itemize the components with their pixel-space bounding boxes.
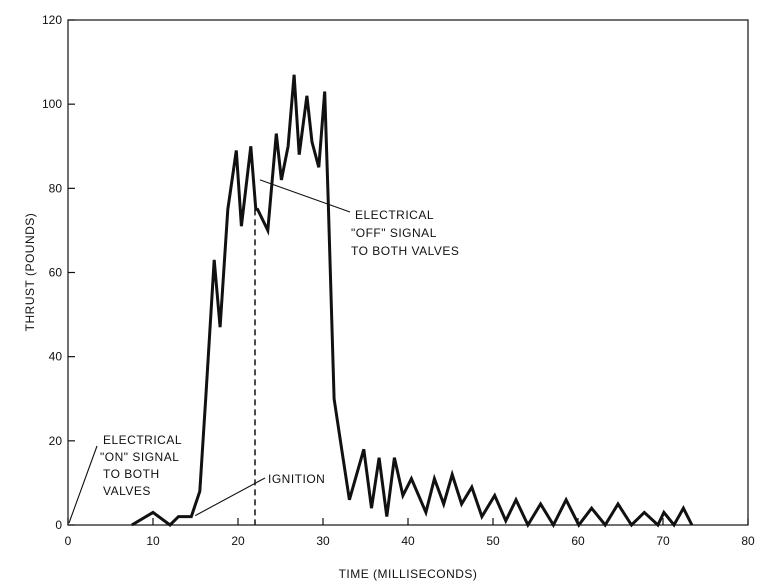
x-tick-label: 60 (571, 534, 585, 548)
x-axis-ticks: 0 10 20 30 40 50 60 70 80 (65, 518, 755, 548)
ignition-annotation: IGNITION (268, 472, 325, 486)
y-axis-label: THRUST (POUNDS) (23, 213, 37, 332)
on-signal-line-1: ELECTRICAL (103, 433, 182, 447)
y-tick-label: 0 (55, 518, 62, 532)
x-tick-label: 0 (65, 534, 72, 548)
y-tick-label: 40 (49, 350, 63, 364)
on-signal-line-3: TO BOTH (103, 467, 160, 481)
off-signal-line-2: "OFF" SIGNAL (351, 226, 437, 240)
y-tick-label: 80 (49, 181, 63, 195)
x-tick-label: 50 (486, 534, 500, 548)
on-signal-leader-line (68, 445, 98, 524)
off-signal-line-3: TO BOTH VALVES (351, 244, 459, 258)
off-signal-annotation: ELECTRICAL "OFF" SIGNAL TO BOTH VALVES (351, 208, 459, 258)
y-tick-label: 120 (42, 13, 62, 27)
x-tick-label: 40 (401, 534, 415, 548)
thrust-series-line (131, 74, 694, 529)
x-tick-label: 20 (231, 534, 245, 548)
x-tick-label: 70 (656, 534, 670, 548)
y-axis-ticks: 0 20 40 60 80 100 120 (42, 13, 75, 532)
on-signal-line-4: VALVES (103, 484, 151, 498)
ignition-leader-line (194, 477, 266, 517)
x-tick-label: 10 (146, 534, 160, 548)
off-signal-line-1: ELECTRICAL (355, 208, 434, 222)
x-axis-label: TIME (MILLISECONDS) (339, 567, 478, 581)
on-signal-annotation: ELECTRICAL "ON" SIGNAL TO BOTH VALVES (100, 433, 185, 498)
on-signal-line-2: "ON" SIGNAL (100, 450, 179, 464)
y-tick-label: 60 (49, 266, 63, 280)
y-tick-label: 100 (42, 97, 62, 111)
x-tick-label: 30 (316, 534, 330, 548)
y-tick-label: 20 (49, 434, 63, 448)
off-signal-leader-line (259, 179, 351, 213)
x-tick-label: 80 (741, 534, 755, 548)
